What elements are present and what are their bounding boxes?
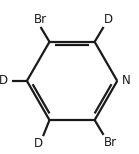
Text: Br: Br <box>104 136 117 149</box>
Text: D: D <box>104 13 113 26</box>
Text: D: D <box>0 74 8 87</box>
Text: N: N <box>121 74 130 87</box>
Text: D: D <box>33 137 43 150</box>
Text: Br: Br <box>33 13 47 26</box>
